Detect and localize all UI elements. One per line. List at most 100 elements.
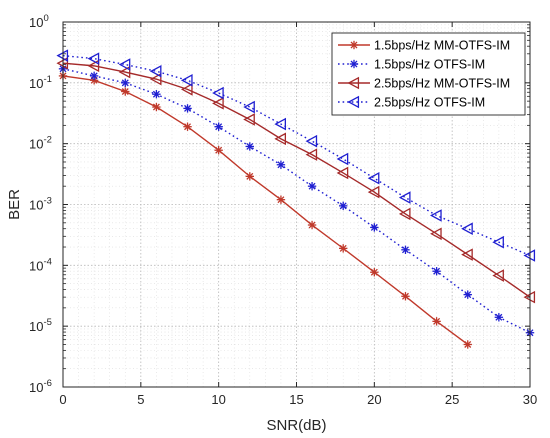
data-point [183,104,192,113]
data-point [180,74,193,87]
data-point [212,97,224,110]
data-point [307,220,317,230]
x-tick-labels: 0 5 10 15 20 25 30 [59,392,537,407]
data-point [461,222,473,235]
data-point [398,207,411,221]
marker-stroke [370,223,378,231]
marker-stroke [308,221,316,229]
marker-stroke [215,146,223,154]
data-point [245,172,254,181]
y-tick-label: 10-2 [29,135,52,152]
marker-stroke [464,291,472,299]
data-point [492,235,504,249]
data-point [274,132,287,146]
y-tick-label: 10-1 [29,74,52,91]
marker-stroke [401,246,409,254]
marker-stroke [308,182,316,190]
y-tick-base: 10 [29,198,43,213]
y-tick-base: 10 [29,319,43,334]
data-point [118,65,131,79]
marker-stroke [433,317,441,325]
data-point [305,134,318,148]
data-point [463,340,472,349]
legend-entry: 2.5bps/Hz MM-OTFS-IM [338,77,510,91]
marker-stroke [401,292,409,300]
legend: 1.5bps/Hz MM-OTFS-IM 1.5bps/Hz OTFS-IM 2.5… [331,32,526,116]
data-point [276,160,286,169]
legend-label: 2.5bps/Hz OTFS-IM [374,96,485,110]
data-point [121,87,130,96]
marker-stroke [433,267,441,275]
data-point [432,317,441,326]
data-point [307,181,317,191]
x-tick-label: 10 [211,392,225,407]
legend-marker [347,76,360,90]
marker-stroke [339,244,347,252]
data-point [367,185,380,199]
marker-stroke [246,142,254,150]
marker-stroke [121,88,129,95]
data-point [339,201,348,211]
marker-stroke [277,161,285,169]
y-tick-exponent: 0 [43,13,48,24]
legend-entry: 1.5bps/Hz OTFS-IM [338,58,485,72]
series-1 [58,71,472,349]
data-point [274,117,287,131]
data-point [430,227,442,241]
data-point [401,292,410,301]
data-point [398,191,411,204]
data-point [183,122,192,131]
x-tick-label: 0 [59,392,66,407]
y-tick-label: 10-4 [29,256,52,273]
x-tick-label: 15 [289,392,303,407]
data-point [214,146,223,155]
series-line [62,68,531,334]
data-point [276,195,286,204]
y-axis-label: BER [6,189,23,220]
data-point [214,122,223,131]
data-point [243,100,255,114]
y-tick-exponent: -3 [43,196,51,207]
data-point [370,268,379,277]
data-point [180,83,193,96]
legend-label: 2.5bps/Hz MM-OTFS-IM [374,77,510,91]
series-line [62,54,531,257]
legend-label: 1.5bps/Hz MM-OTFS-IM [374,39,510,53]
legend-marker [349,40,359,50]
y-tick-label: 10-3 [29,196,52,213]
y-tick-base: 10 [29,76,43,91]
data-point [494,313,504,322]
data-point [461,248,473,261]
data-point [152,102,161,112]
x-tick-label: 30 [523,392,537,407]
data-point [87,52,100,65]
y-tick-label: 10-6 [29,378,52,395]
y-tick-base: 10 [29,137,43,152]
marker-stroke [90,72,98,80]
data-point [336,152,349,166]
data-point [492,269,504,282]
marker-stroke [339,202,347,210]
marker-stroke [152,90,160,98]
y-tick-base: 10 [29,380,43,395]
data-point [245,142,254,151]
legend-box [331,32,526,116]
y-tick-exponent: -4 [43,256,51,267]
marker-stroke [152,103,160,111]
data-point [118,58,131,71]
data-point [367,171,380,185]
data-point [339,244,348,253]
x-tick-label: 5 [137,392,144,407]
data-point [243,113,255,126]
series-line [62,75,469,346]
legend-entry: 1.5bps/Hz MM-OTFS-IM [338,39,510,53]
marker-stroke [246,172,254,180]
y-tick-label: 10-5 [29,317,52,334]
y-tick-exponent: -1 [43,74,51,85]
marker-stroke [215,123,223,131]
data-point [89,71,99,81]
data-point [149,64,162,78]
legend-label: 1.5bps/Hz OTFS-IM [374,58,485,72]
data-point [463,290,472,299]
